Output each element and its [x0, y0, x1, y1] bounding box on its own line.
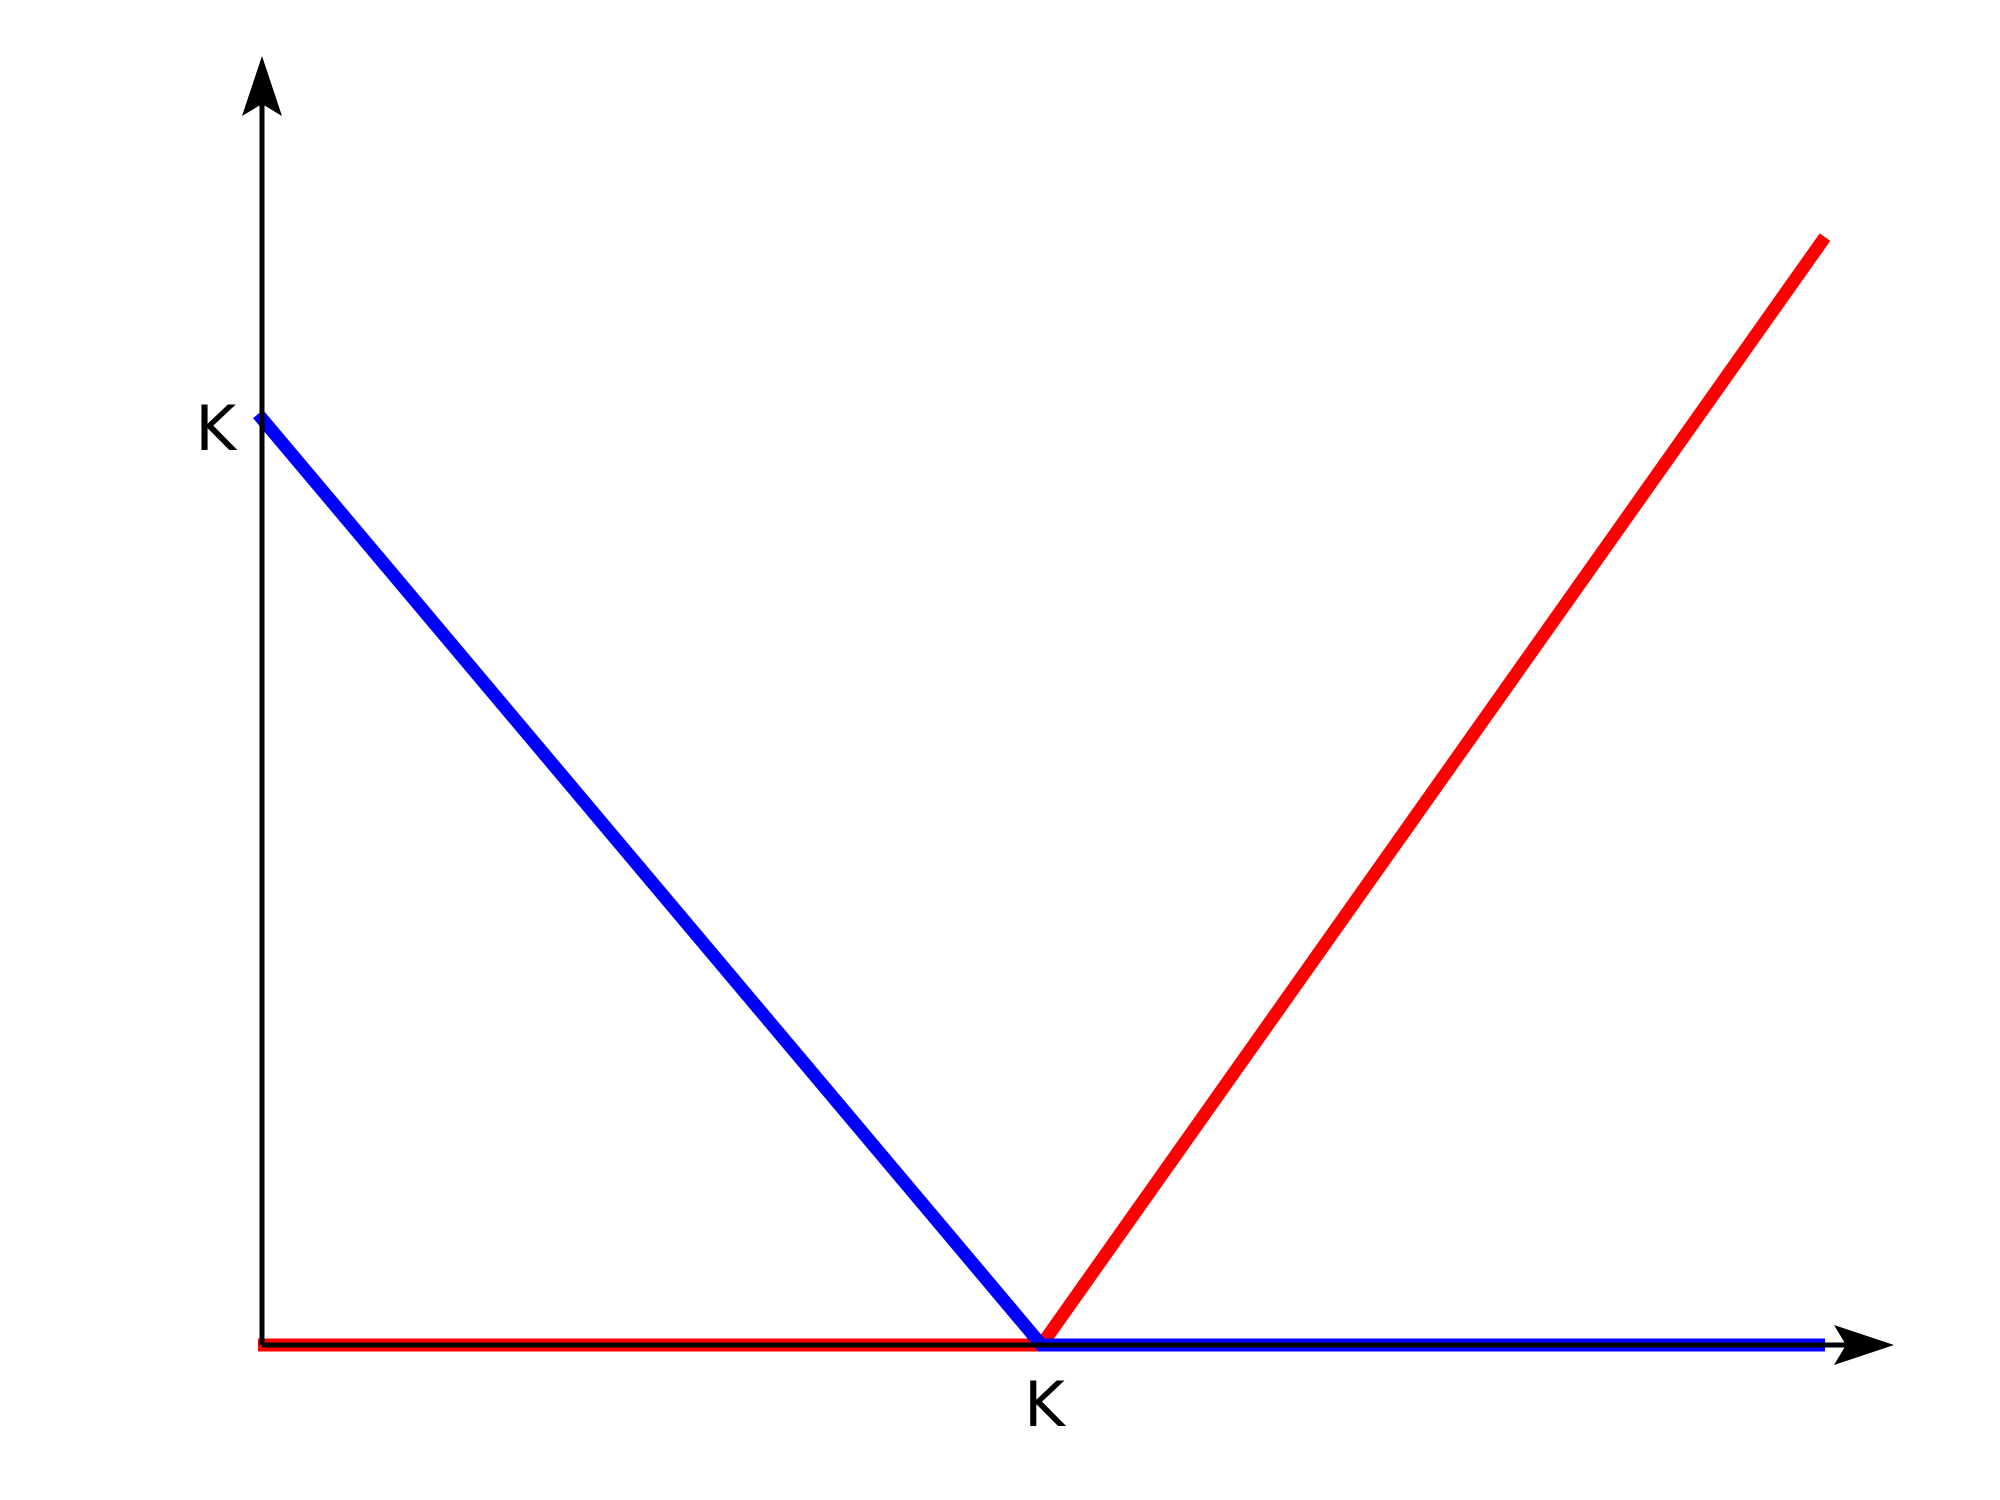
series-line-2: [253, 409, 1825, 1352]
y-tick-label: K: [195, 392, 237, 465]
series-layer: [253, 233, 1831, 1352]
series-line-1: [258, 233, 1831, 1352]
x-tick-label: K: [1024, 1368, 1066, 1441]
tick-layer: KK: [195, 392, 1066, 1441]
